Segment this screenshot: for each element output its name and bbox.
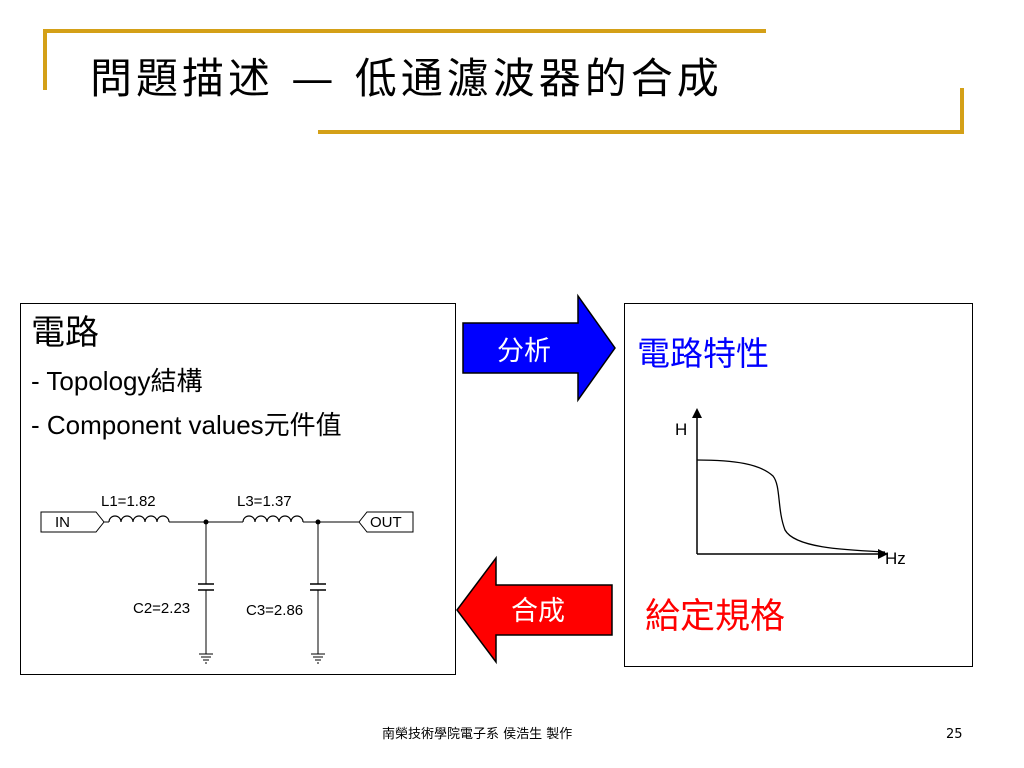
- l1-label: L1=1.82: [101, 493, 156, 510]
- analysis-label: 分析: [497, 336, 551, 367]
- inductor-l1: [108, 515, 170, 523]
- response-curve: [696, 459, 886, 553]
- y-axis-label: H: [675, 420, 688, 439]
- output-port: [358, 511, 414, 533]
- spec-label: 給定規格: [645, 597, 786, 637]
- page-number: 25: [946, 727, 963, 742]
- x-axis-label: Hz: [885, 549, 906, 568]
- c2-label: C2=2.23: [133, 600, 191, 617]
- c3-label: C3=2.86: [246, 602, 304, 619]
- inductor-l3: [242, 515, 304, 523]
- output-port-label: OUT: [370, 514, 402, 531]
- topology-line: - Topology結構: [31, 366, 203, 396]
- response-heading: 電路特性: [637, 334, 769, 373]
- circuit-heading: 電路: [31, 313, 99, 353]
- frequency-response-plot: [692, 408, 888, 559]
- input-port-label: IN: [55, 514, 70, 531]
- analysis-arrow: [462, 293, 616, 403]
- l3-label: L3=1.37: [237, 493, 292, 510]
- ladder-circuit: [40, 511, 414, 664]
- circuit-panel: 電路 - Topology結構 - Component values元件值: [20, 303, 456, 675]
- slide-title: 問題描述 — 低通濾波器的合成: [90, 54, 723, 103]
- input-port: [40, 511, 105, 533]
- synthesis-label: 合成: [511, 596, 565, 627]
- response-panel: 電路特性 H Hz 給定規格: [624, 303, 973, 667]
- footer-credit: 南榮技術學院電子系 侯浩生 製作: [382, 727, 573, 742]
- synthesis-arrow: [456, 555, 613, 665]
- component-values-line: - Component values元件值: [31, 410, 342, 440]
